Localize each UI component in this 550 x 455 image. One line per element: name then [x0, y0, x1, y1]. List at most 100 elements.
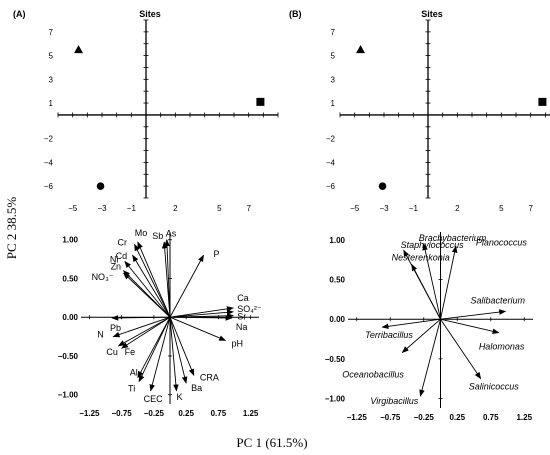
vector-label: Halomonas	[479, 342, 525, 352]
vector-label: Planococcus	[476, 237, 528, 247]
site-marker-circle	[378, 182, 387, 190]
loading-vector	[121, 316, 171, 349]
vector-label: Fe	[125, 347, 136, 357]
x-tick-label: 7	[528, 204, 533, 213]
loading-vector	[381, 318, 441, 330]
vector-label: As	[166, 229, 177, 239]
x-tick-label: 1.25	[243, 409, 259, 418]
loading-vector	[132, 254, 171, 318]
loading-vector	[169, 317, 179, 392]
vector-label: Salibacterium	[471, 295, 526, 305]
y-tick-label: 7	[331, 28, 336, 37]
loading-vector	[411, 263, 441, 320]
y-tick-label: 3	[49, 75, 54, 84]
vector-label: Na	[236, 322, 248, 332]
vector-label: Mo	[135, 228, 148, 238]
sites-title-a: Sites	[139, 9, 161, 19]
vector-label: Nesterenkonia	[392, 253, 450, 263]
y-tick-label: −6	[44, 182, 54, 191]
y-tick-label: −4	[44, 158, 54, 167]
y-tick-label: 3	[331, 75, 336, 84]
vector-label: Cr	[118, 237, 128, 247]
x-tick-label: −0.25	[414, 413, 435, 422]
x-tick-label: −3	[97, 204, 107, 213]
vector-label: P	[214, 249, 220, 259]
loading-vector	[111, 315, 171, 321]
loading-vector	[169, 254, 204, 318]
y-tick-label: 1	[331, 99, 336, 108]
x-tick-label: −1	[409, 204, 419, 213]
y-tick-label: −4	[326, 158, 336, 167]
vector-label: Ba	[191, 383, 202, 393]
x-tick-label: 1.25	[516, 413, 532, 422]
loading-vector	[137, 317, 171, 379]
site-marker-triangle	[356, 45, 366, 54]
vector-label: K	[176, 392, 182, 402]
loading-vector	[440, 318, 482, 380]
vector-label: Virgibacillus	[370, 396, 418, 406]
y-tick-label: 5	[49, 52, 54, 61]
vector-label: Salinicoccus	[469, 382, 520, 392]
loading-vector	[169, 309, 234, 318]
x-tick-label: −3	[379, 204, 389, 213]
x-tick-label: 2	[455, 204, 460, 213]
y-tick-label: 1.00	[62, 236, 78, 245]
x-tick-label: 5	[217, 204, 222, 213]
vector-label: Ca	[237, 293, 249, 303]
loading-vector	[169, 317, 188, 384]
vector-label: Ni	[110, 254, 119, 264]
panel-label-a: (A)	[13, 9, 26, 19]
x-tick-label: 7	[246, 204, 251, 213]
loading-vector	[124, 260, 171, 318]
vector-label: Sb	[152, 231, 163, 241]
vector-label: N	[97, 330, 104, 340]
loading-vector	[419, 319, 441, 397]
y-tick-label: −1.00	[58, 391, 79, 400]
vector-label: Cd	[116, 251, 128, 261]
y-tick-label: 0.00	[329, 315, 345, 324]
vector-label: Ti	[128, 384, 135, 394]
loading-vector	[117, 316, 171, 347]
y-tick-label: −2	[44, 135, 54, 144]
x-tick-label: 0.25	[178, 409, 194, 418]
x-tick-label: 2	[173, 204, 178, 213]
sites-plot-a: −5 −3 −1 2 5 7 7 5 3 1 −2 −4 −6	[44, 19, 279, 213]
x-tick-label: −1	[127, 204, 137, 213]
loading-vector	[169, 317, 195, 376]
vector-label: Pb	[110, 323, 121, 333]
loading-vector	[169, 315, 233, 321]
loading-vector	[169, 316, 227, 341]
variables-biplot-a: −1.25 −0.75 −0.25 0.25 0.75 1.25 1.00 0.50 0.00 −…	[58, 228, 262, 418]
x-tick-label: 0.75	[211, 409, 227, 418]
x-tick-label: 0.75	[483, 413, 499, 422]
loading-vector	[137, 241, 171, 318]
vector-label: Terribacillus	[365, 330, 413, 340]
site-marker-circle	[96, 182, 105, 190]
loading-vector	[440, 309, 507, 320]
y-tick-label: −2	[326, 135, 336, 144]
y-tick-label: 5	[331, 52, 336, 61]
loading-vector	[164, 239, 171, 318]
x-tick-label: −1.25	[79, 409, 100, 418]
site-marker-square	[256, 97, 265, 106]
loading-vector	[440, 318, 500, 334]
loading-vector	[138, 317, 171, 383]
loading-vector	[112, 316, 171, 338]
y-tick-label: −0.50	[58, 352, 79, 361]
y-tick-label: −1.00	[325, 394, 346, 403]
vector-label: SO₄²⁻	[237, 304, 262, 314]
site-marker-square	[538, 97, 547, 106]
sites-plot-b: −5 −3 −1 2 5 7 7 5 3 1 −2 −4 −6	[326, 19, 550, 213]
vector-label: Cu	[106, 347, 118, 357]
y-tick-label: 0.50	[62, 274, 78, 283]
x-tick-label: −0.75	[112, 409, 133, 418]
vector-label: pH	[231, 338, 243, 348]
vector-label: CEC	[144, 394, 164, 404]
y-tick-label: −0.50	[325, 355, 346, 364]
x-tick-label: −1.25	[347, 413, 368, 422]
x-tick-label: −0.75	[380, 413, 401, 422]
panel-label-b: (B)	[289, 9, 302, 19]
vector-label: Sr	[237, 312, 246, 322]
x-tick-label: 5	[499, 204, 504, 213]
